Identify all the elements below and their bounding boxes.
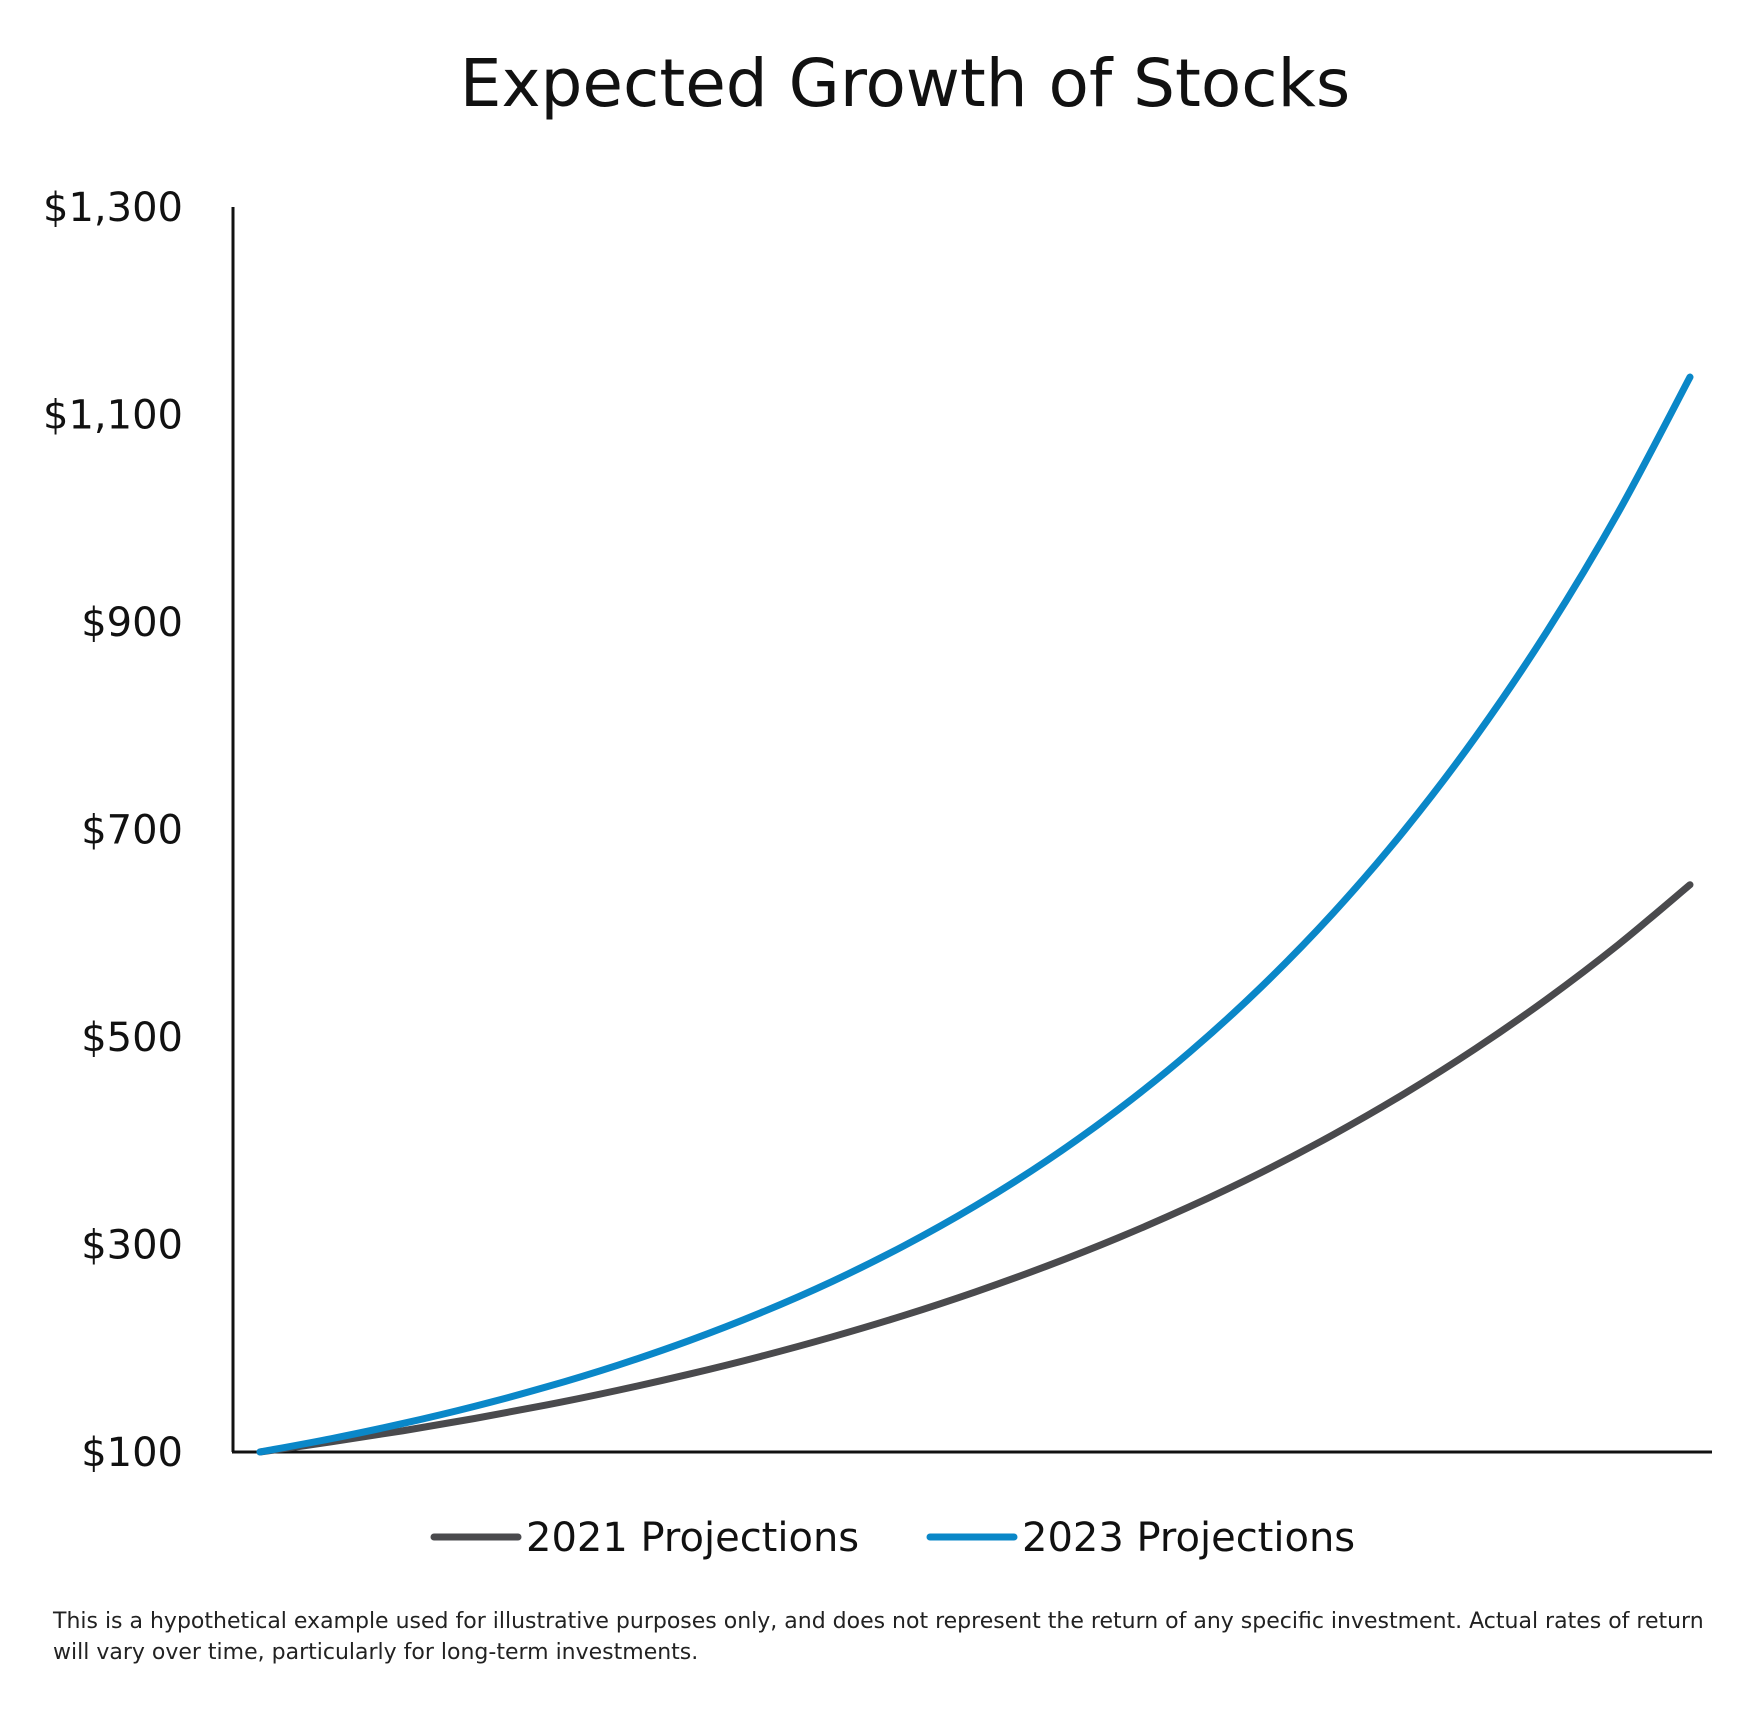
series-line-2023: [256, 373, 1694, 1456]
y-tick-label: $700: [81, 808, 183, 854]
chart-title: Expected Growth of Stocks: [460, 45, 1350, 122]
y-tick-label: $1,100: [43, 393, 183, 439]
y-tick-label: $900: [81, 600, 183, 646]
disclaimer-text: This is a hypothetical example used for …: [53, 1609, 1704, 1665]
legend-label: 2023 Projections: [1022, 1515, 1355, 1561]
y-tick-label: $500: [81, 1015, 183, 1061]
y-tick-label: $100: [81, 1430, 183, 1476]
chart: Expected Growth of Stocks $100 $300 $500 $7…: [43, 45, 1712, 1561]
y-tick-label: $300: [81, 1223, 183, 1269]
legend-label: 2021 Projections: [526, 1515, 859, 1561]
y-tick-label: $1,300: [43, 185, 183, 231]
series-line-2021: [256, 881, 1694, 1456]
legend: 2021 Projections 2023 Projections: [430, 1515, 1355, 1561]
y-axis-ticks: $100 $300 $500 $700 $900 $1,100 $1,300: [43, 185, 183, 1476]
series-lines: [256, 373, 1694, 1456]
